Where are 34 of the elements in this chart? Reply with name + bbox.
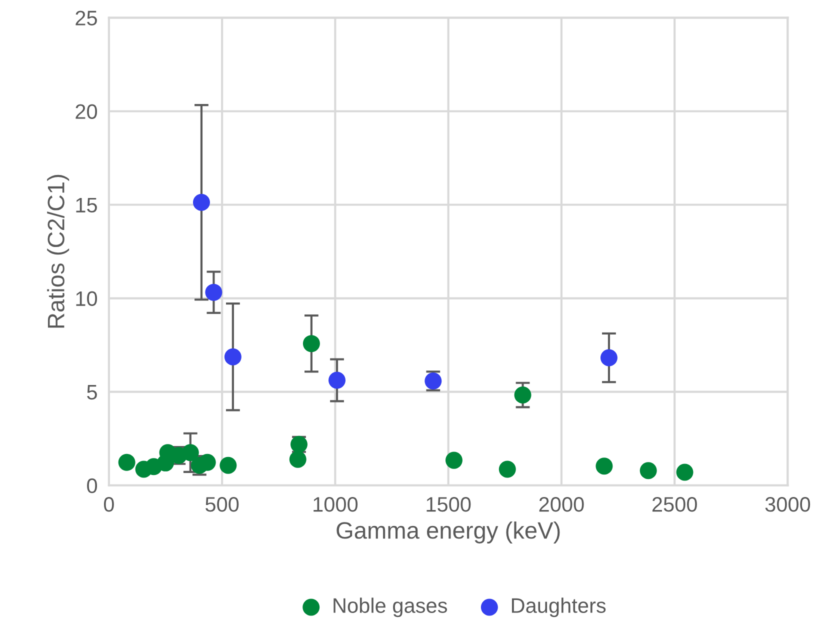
point (328, 372, 346, 389)
point (600, 349, 618, 366)
point (640, 462, 657, 480)
y-axis-title: Ratios (C2/C1) (47, 174, 70, 328)
point (205, 284, 222, 301)
legend-label: Daughters (512, 598, 606, 618)
point (198, 454, 216, 471)
x-tick-label: 2000 (539, 497, 584, 512)
y-tick-label: 20 (76, 104, 98, 119)
y-tick-label: 25 (76, 10, 97, 26)
x-tick-label: 1000 (314, 497, 358, 512)
point (224, 348, 242, 366)
point (182, 444, 199, 462)
x-tick-label: 3000 (765, 497, 810, 512)
x-tick-label: 0 (104, 497, 114, 512)
point (676, 464, 694, 481)
y-tick-label: 5 (87, 385, 97, 400)
point (498, 460, 516, 478)
point (445, 452, 462, 469)
point (596, 458, 613, 475)
y-tick-label: 0 (87, 478, 98, 494)
x-tick-label: 2500 (652, 497, 697, 512)
point (302, 335, 320, 352)
x-axis-title: Gamma energy (keV) (336, 521, 560, 544)
point (514, 386, 532, 404)
x-tick-label: 500 (206, 497, 239, 512)
y-tick-label: 10 (76, 291, 98, 306)
x-tick-label: 1500 (426, 497, 471, 512)
legend-label: Noble gases (334, 598, 448, 618)
point (289, 450, 306, 468)
y-tick-label: 15 (76, 198, 97, 213)
point (220, 456, 237, 474)
point (192, 194, 210, 211)
point (118, 454, 136, 471)
